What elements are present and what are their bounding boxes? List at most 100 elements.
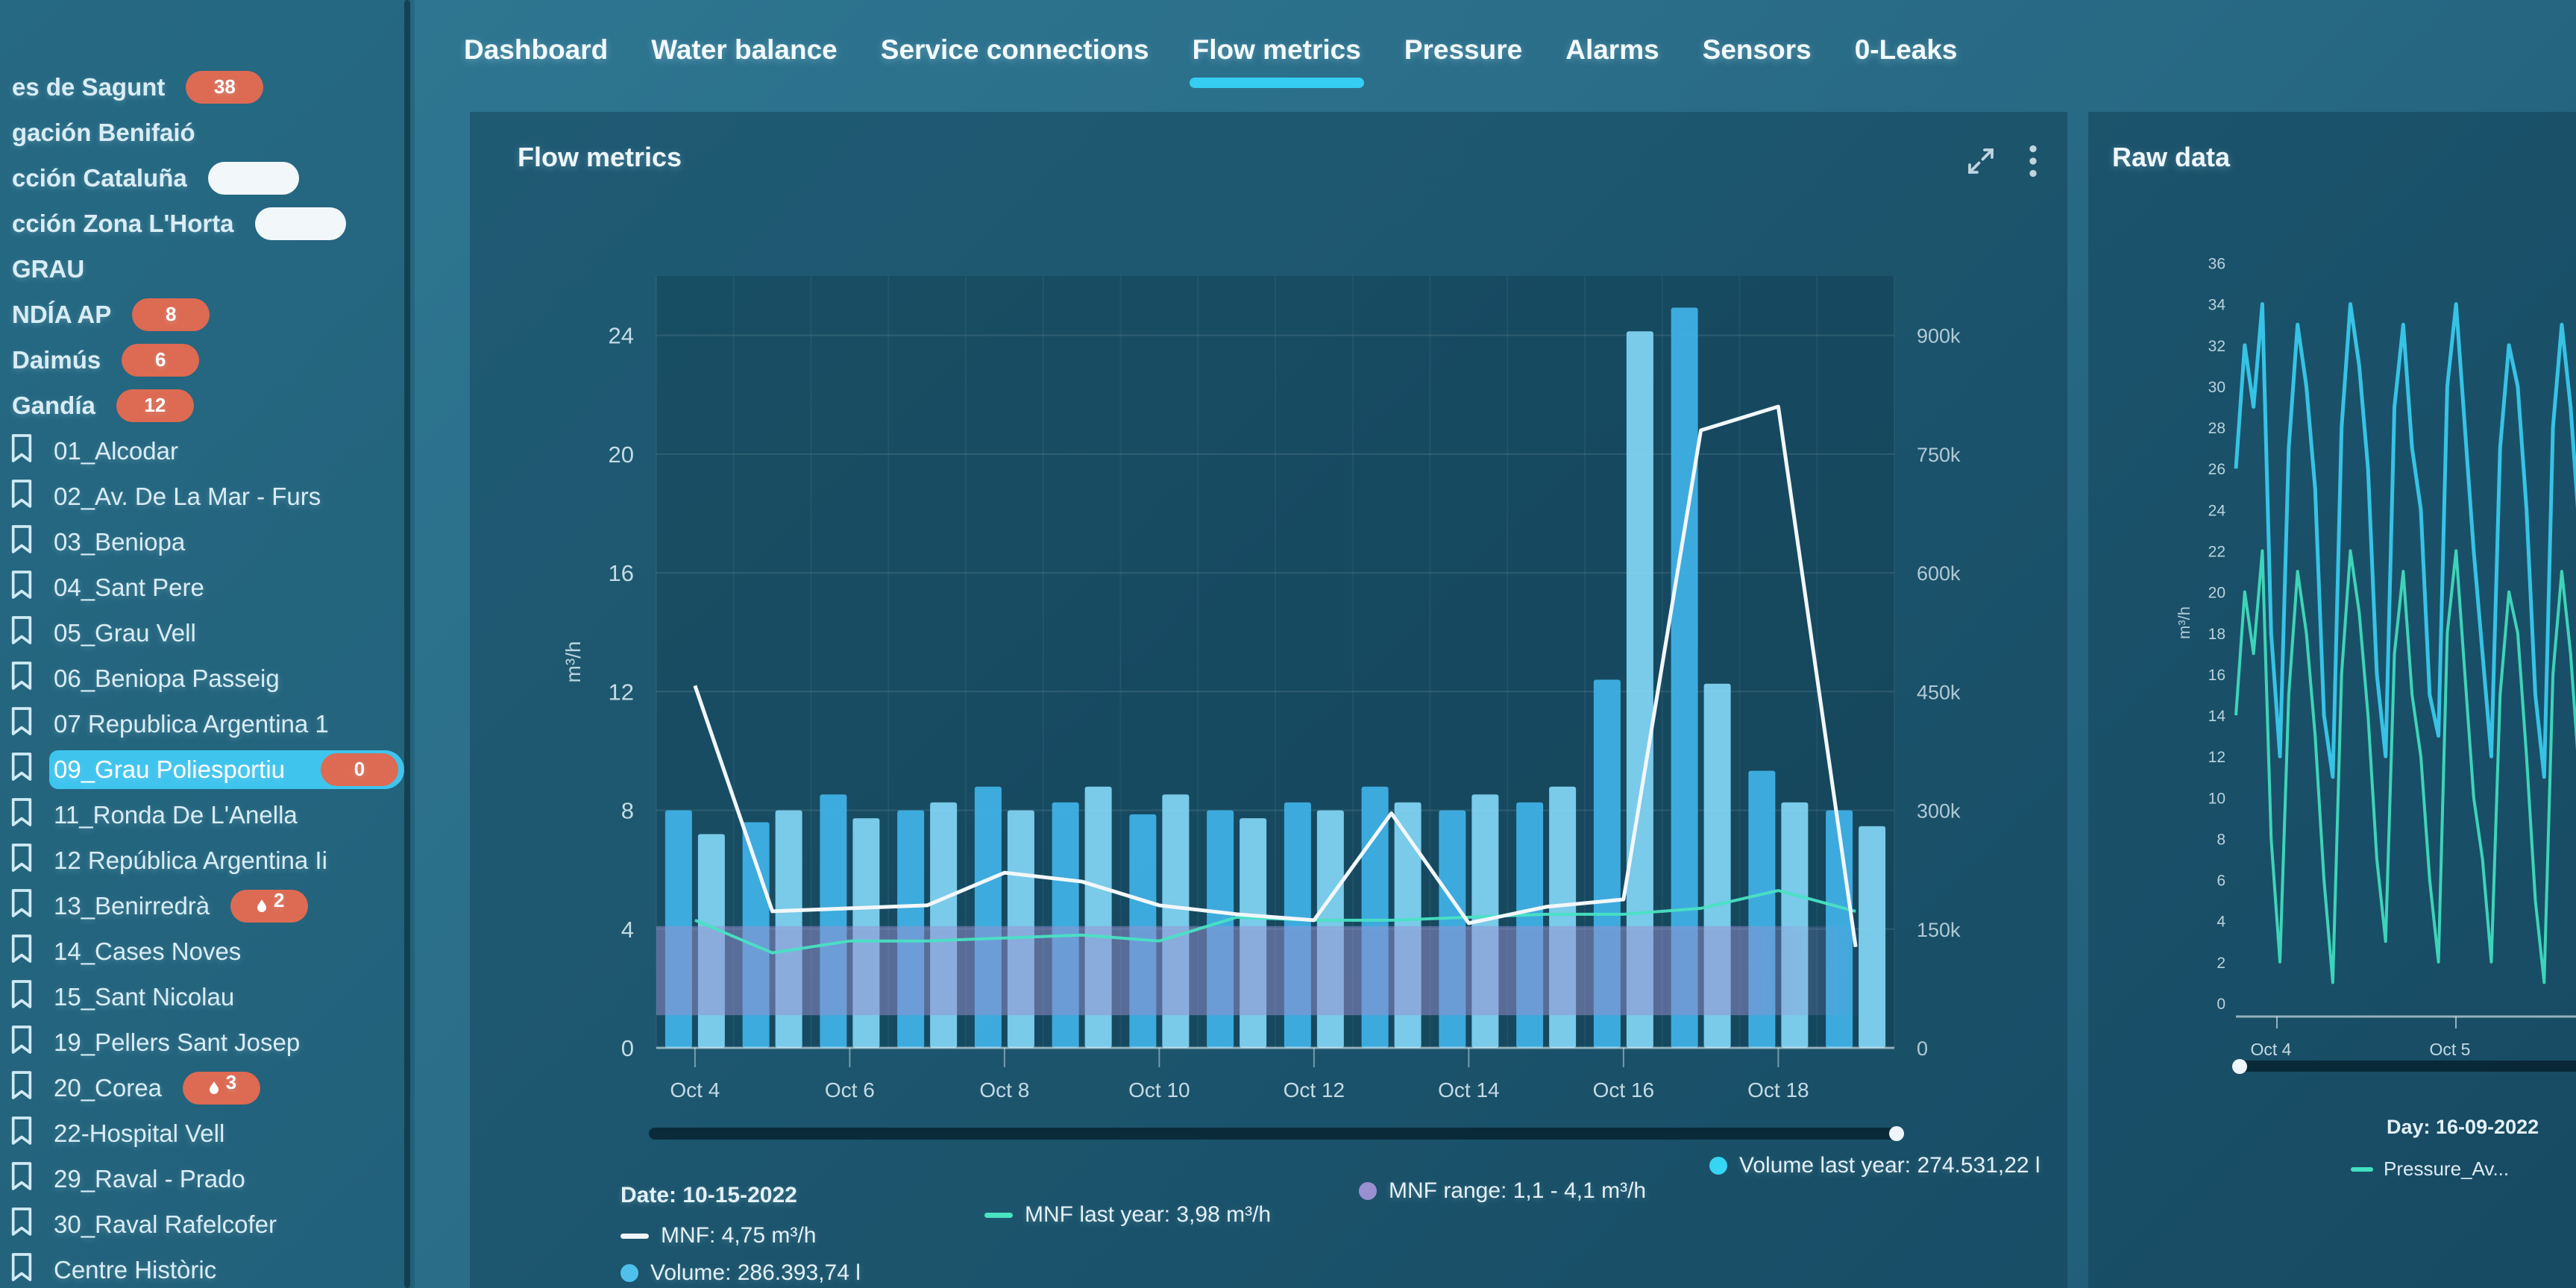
x-axis-tick: Oct 8 <box>979 1078 1029 1102</box>
sidebar-item-02-av-de-la-mar-furs[interactable]: 02_Av. De La Mar - Furs <box>0 474 415 519</box>
nav-tab-0-leaks[interactable]: 0-Leaks <box>1854 34 1958 65</box>
dot-purple-swatch <box>1359 1182 1377 1200</box>
kebab-menu-icon[interactable] <box>2029 145 2038 181</box>
y-axis-left-tick: 20 <box>609 442 634 468</box>
nav-tab-service-connections[interactable]: Service connections <box>880 34 1149 65</box>
bookmark-icon <box>9 979 39 1015</box>
raw-y-tick: 6 <box>2217 873 2225 890</box>
raw-y-tick: 24 <box>2208 502 2226 519</box>
flow-chart-scrollbar[interactable] <box>649 1126 1904 1141</box>
bookmark-icon <box>9 1161 39 1197</box>
alarm-count-badge: 6 <box>122 343 200 377</box>
sidebar-item-04-sant-pere[interactable]: 04_Sant Pere <box>0 565 415 610</box>
sidebar-item-gand-a[interactable]: Gandía 12 <box>0 383 415 428</box>
y-axis-left-tick: 16 <box>609 560 634 586</box>
legend-item-volume_last_year[interactable]: Volume last year: 274.531,22 l <box>1709 1153 2041 1178</box>
sidebar-item-grau[interactable]: GRAU <box>0 246 415 292</box>
raw-series-legend[interactable]: Pressure_Av... <box>2351 1157 2509 1181</box>
y-axis-right-tick: 750k <box>1917 444 1961 466</box>
sidebar-item-label: 04_Sant Pere <box>54 573 204 601</box>
legend-item-mnf_last_year[interactable]: MNF last year: 3,98 m³/h <box>984 1202 1271 1228</box>
raw-y-tick: 34 <box>2208 297 2226 314</box>
sidebar-item-06-beniopa-passeig[interactable]: 06_Beniopa Passeig <box>0 656 415 701</box>
bookmark-icon <box>9 479 39 515</box>
sidebar-item-12-rep-blica-argentina-ii[interactable]: 12 República Argentina Ii <box>0 838 415 883</box>
nav-tab-alarms[interactable]: Alarms <box>1565 34 1659 65</box>
sidebar-item-05-grau-vell[interactable]: 05_Grau Vell <box>0 610 415 656</box>
sidebar-item-label: 13_Benirredrà <box>54 891 210 920</box>
sidebar-item-es-de-sagunt[interactable]: es de Sagunt 38 <box>0 64 415 110</box>
x-axis-tick: Oct 18 <box>1747 1078 1809 1102</box>
sidebar-item-22-hospital-vell[interactable]: 22-Hospital Vell <box>0 1110 415 1156</box>
sidebar-item-01-alcodar[interactable]: 01_Alcodar <box>0 428 415 474</box>
sidebar-item-cci-n-zona-l-horta[interactable]: cción Zona L'Horta <box>0 201 415 246</box>
bookmark-icon <box>9 1025 39 1061</box>
sidebar-item-label: GRAU <box>12 254 85 283</box>
raw-y-axis-label: m³/h <box>2175 606 2193 639</box>
raw-series-label: Pressure_Av... <box>2384 1157 2510 1180</box>
x-axis-tick: Oct 4 <box>670 1078 720 1102</box>
nav-tab-water-balance[interactable]: Water balance <box>651 34 838 65</box>
sidebar-item-03-beniopa[interactable]: 03_Beniopa <box>0 519 415 565</box>
nav-tab-sensors[interactable]: Sensors <box>1702 34 1812 65</box>
sidebar-item-daim-s[interactable]: Daimús 6 <box>0 337 415 383</box>
sidebar-item-label: 02_Av. De La Mar - Furs <box>54 482 321 510</box>
raw-data-chart[interactable]: 024681012141618202224262830323436m³/hOct… <box>2170 231 2576 1156</box>
sidebar-item-label: NDÍA AP <box>12 300 112 328</box>
raw-y-tick: 10 <box>2208 790 2225 807</box>
nav-tab-flow-metrics[interactable]: Flow metrics <box>1189 33 1364 88</box>
expand-icon[interactable] <box>1966 146 1996 180</box>
nav-tab-dashboard[interactable]: Dashboard <box>464 34 609 65</box>
sidebar-item-nd-a-ap[interactable]: NDÍA AP 8 <box>0 292 415 337</box>
legend-item-date[interactable]: Date: 10-15-2022 <box>621 1183 797 1208</box>
raw-y-tick: 0 <box>2217 996 2225 1013</box>
sidebar-item-29-raval-prado[interactable]: 29_Raval - Prado <box>0 1156 415 1201</box>
sidebar-item-13-benirredr[interactable]: 13_Benirredrà 2 <box>0 883 415 929</box>
raw-x-tick: Oct 4 <box>2251 1040 2292 1059</box>
sidebar-item-label: 07 Republica Argentina 1 <box>54 709 329 738</box>
y-axis-left-tick: 12 <box>609 679 634 705</box>
bookmark-icon <box>9 934 39 970</box>
scrollbar-handle[interactable] <box>2232 1059 2247 1074</box>
alarm-count-badge <box>207 161 299 195</box>
legend-text: MNF: 4,75 m³/h <box>661 1223 817 1248</box>
raw-y-tick: 32 <box>2208 338 2225 355</box>
sidebar-item-07-republica-argentina-1[interactable]: 07 Republica Argentina 1 <box>0 701 415 747</box>
sidebar-item-gaci-n-benifai[interactable]: gación Benifaió <box>0 110 415 155</box>
scrollbar-handle[interactable] <box>1889 1126 1904 1141</box>
raw-y-tick: 14 <box>2208 708 2226 725</box>
raw-y-tick: 26 <box>2208 461 2225 478</box>
sidebar-item-label: 29_Raval - Prado <box>54 1164 245 1193</box>
sidebar-item-cci-n-catalu-a[interactable]: cción Cataluña <box>0 155 415 201</box>
sidebar-item-11-ronda-de-l-anella[interactable]: 11_Ronda De L'Anella <box>0 792 415 838</box>
sidebar-item-14-cases-noves[interactable]: 14_Cases Noves <box>0 929 415 974</box>
sidebar-item-09-grau-poliesportiu[interactable]: 09_Grau Poliesportiu 0 <box>0 747 415 792</box>
bookmark-icon <box>9 888 39 924</box>
droplet-icon <box>257 899 266 912</box>
sidebar-item-30-raval-rafelcofer[interactable]: 30_Raval Rafelcofer <box>0 1201 415 1247</box>
alarm-count-badge: 3 <box>182 1071 260 1105</box>
y-axis-left-tick: 8 <box>621 798 634 824</box>
nav-tab-pressure[interactable]: Pressure <box>1404 34 1523 65</box>
legend-text: MNF range: 1,1 - 4,1 m³/h <box>1389 1178 1647 1203</box>
sidebar-item-20-corea[interactable]: 20_Corea 3 <box>0 1065 415 1110</box>
sensor-list: es de Sagunt 38 gación Benifaió cción Catal… <box>0 64 415 1288</box>
flow-chart[interactable]: 0 4 8 12 16 20 24 0 150k 300k 450k 600k 750k 900k m³/h… <box>470 231 2067 1163</box>
raw-y-tick: 28 <box>2208 420 2225 437</box>
bookmark-icon <box>9 843 39 879</box>
raw-chart-scrollbar[interactable] <box>2232 1059 2576 1074</box>
raw-day-label: Day: 16-09-2022 <box>2387 1116 2539 1138</box>
legend-item-mnf_range[interactable]: MNF range: 1,1 - 4,1 m³/h <box>1359 1178 1646 1204</box>
legend-item-volume[interactable]: Volume: 286.393,74 l <box>621 1260 861 1286</box>
sidebar-item-15-sant-nicolau[interactable]: 15_Sant Nicolau <box>0 974 415 1020</box>
bookmark-icon <box>9 797 39 833</box>
alarm-count-badge: 0 <box>321 753 398 786</box>
legend-item-mnf[interactable]: MNF: 4,75 m³/h <box>621 1223 816 1248</box>
raw-y-tick: 30 <box>2208 379 2225 396</box>
sidebar-item-centre-hist-ric[interactable]: Centre Històric <box>0 1247 415 1288</box>
sidebar-item-label: 12 República Argentina Ii <box>54 846 327 874</box>
panel-title: Flow metrics <box>518 142 682 172</box>
sidebar-item-19-pellers-sant-josep[interactable]: 19_Pellers Sant Josep <box>0 1020 415 1065</box>
sidebar-scrollbar[interactable] <box>404 0 410 1288</box>
x-axis-tick: Oct 10 <box>1128 1078 1190 1102</box>
